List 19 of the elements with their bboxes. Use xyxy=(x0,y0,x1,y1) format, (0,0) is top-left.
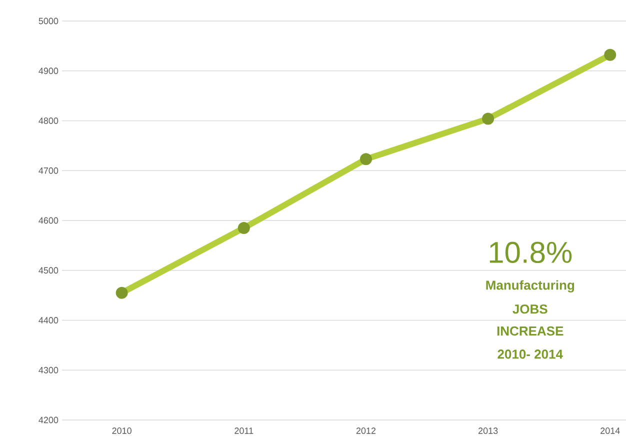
y-tick-label: 4200 xyxy=(38,416,58,424)
y-tick-label: 5000 xyxy=(38,18,58,24)
y-tick-label: 4500 xyxy=(38,267,58,274)
x-tick-label: 2012 xyxy=(356,428,376,434)
x-tick-label: 2014 xyxy=(600,428,620,434)
x-tick-label: 2010 xyxy=(112,428,132,434)
y-tick-label: 4300 xyxy=(38,366,58,374)
y-tick-label: 4400 xyxy=(38,317,58,324)
annotation: JOBS xyxy=(512,304,548,314)
y-tick-label: 4900 xyxy=(38,68,58,74)
x-tick-label: 2013 xyxy=(478,428,498,434)
y-tick-label: 4600 xyxy=(38,217,58,224)
annotation: 2010- 2014 xyxy=(498,350,563,359)
annotation: INCREASE xyxy=(497,326,564,336)
y-tick-label: 4800 xyxy=(38,118,58,124)
annotation: Manufacturing xyxy=(486,280,574,292)
annotation: 10.8% xyxy=(490,242,572,264)
x-tick-label: 2011 xyxy=(234,428,254,434)
y-tick-label: 4700 xyxy=(38,167,58,174)
